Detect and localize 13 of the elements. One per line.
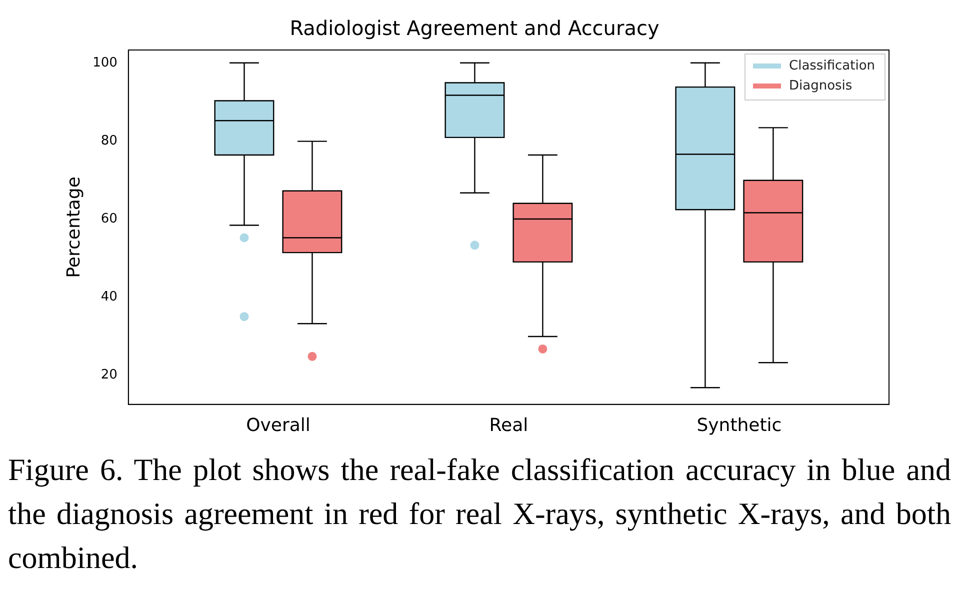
chart-title: Radiologist Agreement and Accuracy xyxy=(290,16,660,40)
x-tick-label: Real xyxy=(489,414,528,436)
y-tick-label: 80 xyxy=(100,133,118,148)
legend-label: Diagnosis xyxy=(789,78,852,94)
x-tick-label: Synthetic xyxy=(696,414,782,436)
legend-label: Classification xyxy=(789,58,876,74)
y-tick-label: 60 xyxy=(100,211,118,226)
y-axis-title: Percentage xyxy=(63,176,84,278)
x-tick-label: Overall xyxy=(246,414,310,436)
y-tick-label: 20 xyxy=(100,368,118,382)
y-tick-label: 40 xyxy=(100,289,118,304)
caption: Figure 6. The plot shows the real-fake classification accuracy in blue and the diagnosis agreement in red for real X-rays, synthetic X-rays, and both combined. xyxy=(8,451,951,577)
y-tick-label: 100 xyxy=(92,55,118,70)
